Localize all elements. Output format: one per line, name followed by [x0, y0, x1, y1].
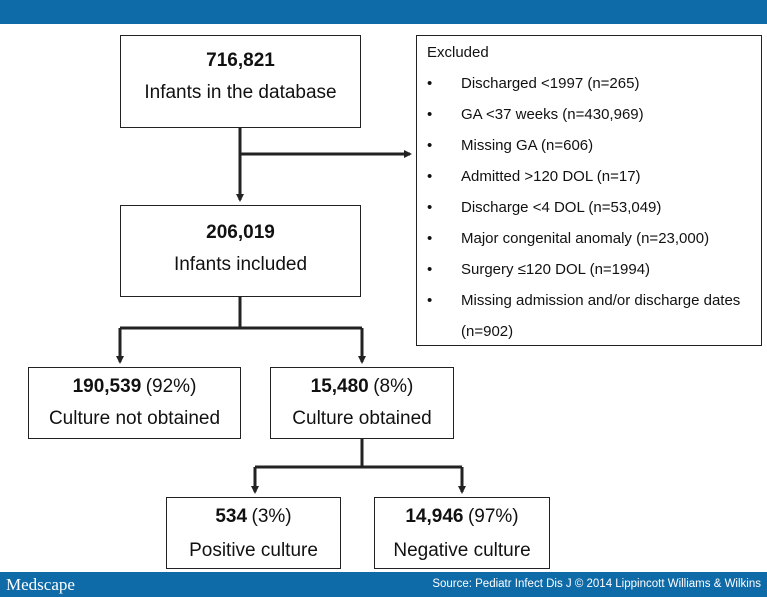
obtained-label: Culture obtained	[292, 408, 432, 429]
bullet-icon: •	[427, 106, 433, 123]
database-count: 716,821	[206, 50, 275, 71]
database-label: Infants in the database	[144, 82, 337, 103]
excluded-list: • Discharged <1997 (n=265) • GA <37 weeks …	[417, 68, 761, 347]
list-item: • Missing GA (n=606)	[417, 130, 761, 161]
list-item: • GA <37 weeks (n=430,969)	[417, 99, 761, 130]
list-item: • Surgery ≤120 DOL (n=1994)	[417, 254, 761, 285]
bullet-icon: •	[427, 168, 433, 185]
footer-bar: Medscape Source: Pediatr Infect Dis J © …	[0, 572, 767, 597]
bullet-icon: •	[427, 261, 433, 278]
excluded-item: Missing GA (n=606)	[461, 137, 594, 154]
positive-count: 534	[215, 506, 248, 527]
bullet-icon: •	[427, 230, 433, 247]
excluded-item: Missing admission and/or discharge dates…	[461, 292, 741, 340]
negative-label: Negative culture	[393, 540, 531, 561]
obtained-box: 15,480 (8%) Culture obtained	[270, 367, 454, 439]
not-obtained-count: 190,539	[72, 376, 142, 397]
source-credit: Source: Pediatr Infect Dis J © 2014 Lipp…	[432, 578, 761, 590]
medscape-logo: Medscape	[6, 575, 75, 594]
list-item: • Discharge <4 DOL (n=53,049)	[417, 192, 761, 223]
positive-pct: (3%)	[251, 506, 292, 527]
list-item: • Missing admission and/or discharge date…	[417, 285, 761, 347]
excluded-title: Excluded	[427, 44, 489, 61]
positive-label: Positive culture	[189, 540, 318, 561]
bullet-icon: •	[427, 199, 433, 216]
included-box: 206,019 Infants included	[120, 205, 361, 297]
list-item: • Discharged <1997 (n=265)	[417, 68, 761, 99]
not-obtained-box: 190,539 (92%) Culture not obtained	[28, 367, 241, 439]
negative-count: 14,946	[405, 506, 464, 527]
positive-box: 534 (3%) Positive culture	[166, 497, 341, 569]
included-label: Infants included	[173, 254, 308, 275]
database-box: 716,821 Infants in the database	[120, 35, 361, 128]
bullet-icon: •	[427, 137, 433, 154]
excluded-item: Admitted >120 DOL (n=17)	[461, 168, 641, 185]
top-banner	[0, 0, 767, 24]
not-obtained-label: Culture not obtained	[48, 408, 221, 429]
negative-box: 14,946 (97%) Negative culture	[374, 497, 550, 569]
excluded-item: Major congenital anomaly (n=23,000)	[461, 230, 710, 247]
excluded-item: Surgery ≤120 DOL (n=1994)	[461, 261, 651, 278]
not-obtained-pct: (92%)	[145, 376, 197, 397]
bullet-icon: •	[427, 292, 433, 309]
negative-pct: (97%)	[467, 506, 519, 527]
included-count: 206,019	[206, 222, 275, 243]
obtained-pct: (8%)	[373, 376, 414, 397]
excluded-item: GA <37 weeks (n=430,969)	[461, 106, 644, 123]
bullet-icon: •	[427, 75, 433, 92]
list-item: • Major congenital anomaly (n=23,000)	[417, 223, 761, 254]
list-item: • Admitted >120 DOL (n=17)	[417, 161, 761, 192]
excluded-box: Excluded • Discharged <1997 (n=265) • GA <…	[416, 35, 762, 346]
excluded-item: Discharge <4 DOL (n=53,049)	[461, 199, 662, 216]
obtained-count: 15,480	[310, 376, 369, 397]
excluded-item: Discharged <1997 (n=265)	[461, 75, 640, 92]
